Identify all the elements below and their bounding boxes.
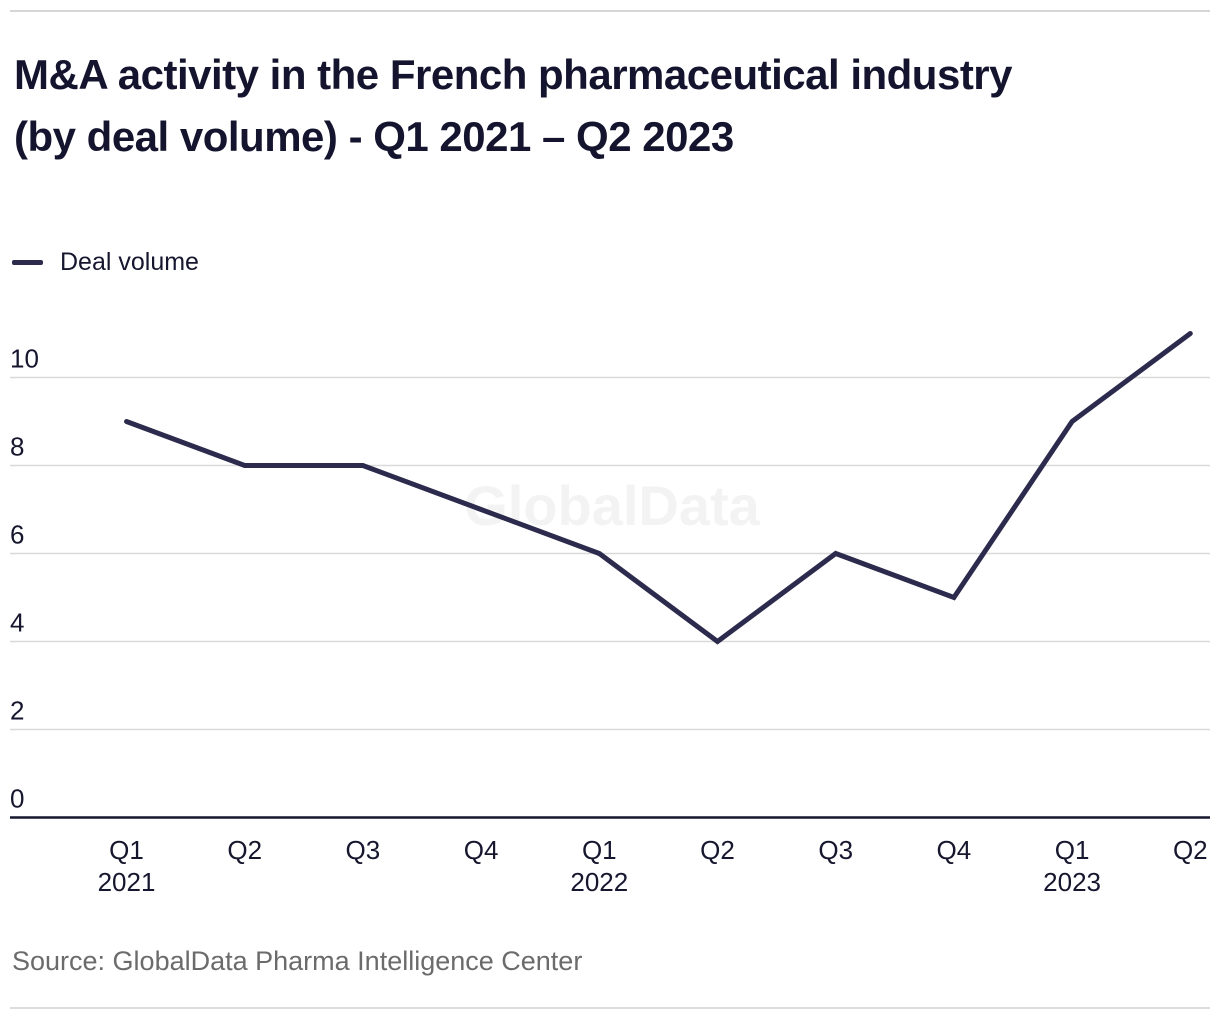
x-tick-label-q2-2021: Q2: [227, 835, 262, 865]
y-tick-label-2: 2: [10, 696, 24, 726]
x-year-label-2023: 2023: [1043, 867, 1101, 897]
y-tick-label-0: 0: [10, 784, 24, 814]
watermark: GlobalData: [464, 474, 760, 537]
x-tick-label-q1-2023: Q1: [1055, 835, 1090, 865]
chart-title-line2: (by deal volume) - Q1 2021 – Q2 2023: [14, 113, 734, 160]
y-tick-label-6: 6: [10, 520, 24, 550]
y-tick-label-4: 4: [10, 608, 24, 638]
legend-line-swatch: [12, 259, 43, 265]
y-tick-label-10: 10: [10, 344, 39, 374]
x-tick-label-q3-2021: Q3: [346, 835, 381, 865]
x-tick-label-q1-2022: Q1: [582, 835, 617, 865]
x-tick-label-q4-2021: Q4: [464, 835, 499, 865]
line-chart: GlobalData 0 2 4 6 8 10 Q1 Q2 Q3 Q4 Q1 Q2 Q3 Q4 Q1 Q2 202…: [10, 331, 1210, 897]
x-tick-label-q2-2023: Q2: [1173, 835, 1208, 865]
x-tick-label-q2-2022: Q2: [700, 835, 735, 865]
legend-label: Deal volume: [60, 247, 199, 276]
legend: Deal volume: [12, 248, 199, 276]
x-year-label-2022: 2022: [570, 867, 628, 897]
source-text: Source: GlobalData Pharma Intelligence C…: [12, 946, 583, 976]
y-tick-label-8: 8: [10, 432, 24, 462]
deal-volume-line: [124, 331, 1193, 645]
x-tick-label-q3-2022: Q3: [818, 835, 853, 865]
x-tick-label-q4-2022: Q4: [937, 835, 972, 865]
bottom-divider: [10, 1007, 1210, 1009]
x-year-label-2021: 2021: [98, 867, 156, 897]
top-divider: [10, 10, 1210, 12]
chart-title: M&A activity in the French pharmaceutica…: [14, 44, 1013, 168]
x-tick-label-q1-2021: Q1: [109, 835, 144, 865]
chart-title-line1: M&A activity in the French pharmaceutica…: [14, 51, 1013, 98]
